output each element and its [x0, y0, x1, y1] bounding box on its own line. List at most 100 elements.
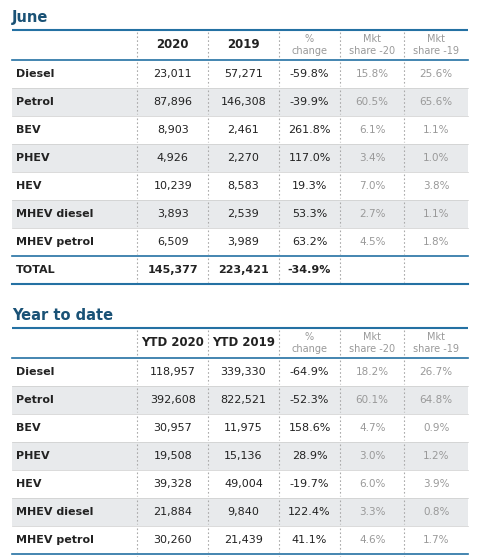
Text: 117.0%: 117.0%: [288, 153, 331, 163]
Text: 23,011: 23,011: [154, 69, 192, 79]
Text: 3.8%: 3.8%: [423, 181, 449, 191]
Bar: [12, 498, 468, 526]
Text: 15,136: 15,136: [224, 451, 263, 461]
Text: Petrol: Petrol: [16, 395, 54, 405]
Text: 3.9%: 3.9%: [423, 479, 449, 489]
Text: 21,884: 21,884: [153, 507, 192, 517]
Text: TOTAL: TOTAL: [16, 265, 56, 275]
Text: 57,271: 57,271: [224, 69, 263, 79]
Text: 7.0%: 7.0%: [359, 181, 385, 191]
Text: 18.2%: 18.2%: [356, 367, 389, 377]
Text: 2.7%: 2.7%: [359, 209, 385, 219]
Text: 15.8%: 15.8%: [356, 69, 389, 79]
Text: Mkt
share -19: Mkt share -19: [413, 34, 459, 56]
Text: 4.7%: 4.7%: [359, 423, 385, 433]
Text: 158.6%: 158.6%: [288, 423, 331, 433]
Text: 1.0%: 1.0%: [423, 153, 449, 163]
Text: 1.1%: 1.1%: [423, 209, 449, 219]
Text: 39,328: 39,328: [153, 479, 192, 489]
Text: 4.5%: 4.5%: [359, 237, 385, 247]
Text: 63.2%: 63.2%: [292, 237, 327, 247]
Text: 3.0%: 3.0%: [359, 451, 385, 461]
Text: 8,583: 8,583: [228, 181, 259, 191]
Bar: [12, 442, 468, 470]
Text: 87,896: 87,896: [153, 97, 192, 107]
Text: 19.3%: 19.3%: [292, 181, 327, 191]
Text: 53.3%: 53.3%: [292, 209, 327, 219]
Text: 9,840: 9,840: [228, 507, 259, 517]
Bar: [12, 386, 468, 414]
Text: 28.9%: 28.9%: [292, 451, 327, 461]
Text: 3.4%: 3.4%: [359, 153, 385, 163]
Text: 822,521: 822,521: [220, 395, 266, 405]
Text: 122.4%: 122.4%: [288, 507, 331, 517]
Text: PHEV: PHEV: [16, 153, 49, 163]
Bar: [12, 144, 468, 172]
Text: 3.3%: 3.3%: [359, 507, 385, 517]
Text: 6,509: 6,509: [157, 237, 189, 247]
Text: 8,903: 8,903: [157, 125, 189, 135]
Text: Mkt
share -20: Mkt share -20: [349, 332, 396, 354]
Text: 4,926: 4,926: [157, 153, 189, 163]
Text: 64.8%: 64.8%: [420, 395, 453, 405]
Text: -34.9%: -34.9%: [288, 265, 331, 275]
Text: %
change: % change: [291, 34, 327, 56]
Text: 60.1%: 60.1%: [356, 395, 389, 405]
Text: 2,270: 2,270: [228, 153, 259, 163]
Text: 145,377: 145,377: [147, 265, 198, 275]
Bar: [12, 200, 468, 228]
Text: 1.7%: 1.7%: [423, 535, 449, 545]
Text: 2,461: 2,461: [228, 125, 259, 135]
Text: 41.1%: 41.1%: [292, 535, 327, 545]
Text: 60.5%: 60.5%: [356, 97, 389, 107]
Text: BEV: BEV: [16, 125, 41, 135]
Text: 11,975: 11,975: [224, 423, 263, 433]
Text: 1.1%: 1.1%: [423, 125, 449, 135]
Text: MHEV diesel: MHEV diesel: [16, 209, 94, 219]
Text: 2020: 2020: [156, 38, 189, 51]
Text: -64.9%: -64.9%: [290, 367, 329, 377]
Text: 19,508: 19,508: [154, 451, 192, 461]
Text: YTD 2020: YTD 2020: [141, 336, 204, 349]
Text: 3,893: 3,893: [157, 209, 189, 219]
Text: PHEV: PHEV: [16, 451, 49, 461]
Text: 30,260: 30,260: [154, 535, 192, 545]
Text: 1.8%: 1.8%: [423, 237, 449, 247]
Text: -19.7%: -19.7%: [290, 479, 329, 489]
Text: -59.8%: -59.8%: [290, 69, 329, 79]
Text: 3,989: 3,989: [228, 237, 259, 247]
Text: 21,439: 21,439: [224, 535, 263, 545]
Bar: [12, 88, 468, 116]
Text: Diesel: Diesel: [16, 69, 54, 79]
Text: 4.6%: 4.6%: [359, 535, 385, 545]
Text: HEV: HEV: [16, 479, 41, 489]
Text: 0.9%: 0.9%: [423, 423, 449, 433]
Text: BEV: BEV: [16, 423, 41, 433]
Text: -39.9%: -39.9%: [290, 97, 329, 107]
Text: 26.7%: 26.7%: [420, 367, 453, 377]
Text: MHEV diesel: MHEV diesel: [16, 507, 94, 517]
Text: 0.8%: 0.8%: [423, 507, 449, 517]
Text: %
change: % change: [291, 332, 327, 354]
Text: 392,608: 392,608: [150, 395, 196, 405]
Text: 65.6%: 65.6%: [420, 97, 453, 107]
Text: YTD 2019: YTD 2019: [212, 336, 275, 349]
Text: 49,004: 49,004: [224, 479, 263, 489]
Text: Mkt
share -20: Mkt share -20: [349, 34, 396, 56]
Text: 339,330: 339,330: [221, 367, 266, 377]
Text: 25.6%: 25.6%: [420, 69, 453, 79]
Text: 10,239: 10,239: [154, 181, 192, 191]
Text: MHEV petrol: MHEV petrol: [16, 535, 94, 545]
Text: 30,957: 30,957: [154, 423, 192, 433]
Text: 2,539: 2,539: [228, 209, 259, 219]
Text: 1.2%: 1.2%: [423, 451, 449, 461]
Text: 146,308: 146,308: [220, 97, 266, 107]
Text: 6.1%: 6.1%: [359, 125, 385, 135]
Text: 261.8%: 261.8%: [288, 125, 331, 135]
Text: -52.3%: -52.3%: [290, 395, 329, 405]
Text: Mkt
share -19: Mkt share -19: [413, 332, 459, 354]
Text: 2019: 2019: [227, 38, 260, 51]
Text: MHEV petrol: MHEV petrol: [16, 237, 94, 247]
Text: 223,421: 223,421: [218, 265, 269, 275]
Text: 118,957: 118,957: [150, 367, 196, 377]
